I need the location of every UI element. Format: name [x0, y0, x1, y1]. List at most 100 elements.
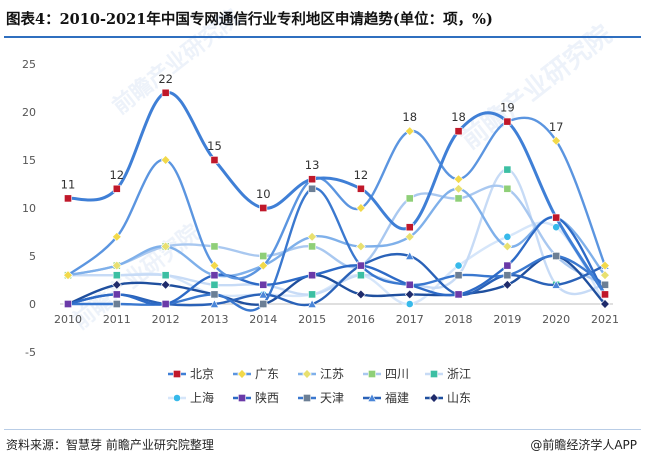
data-point: [308, 242, 316, 251]
x-tick-label: 2020: [542, 313, 570, 326]
data-point: [210, 156, 219, 164]
y-tick-label: 20: [22, 106, 36, 119]
y-tick-label: 5: [29, 250, 36, 263]
data-label: 12: [109, 168, 124, 182]
legend-label: 福建: [385, 390, 409, 405]
legend-label: 上海: [190, 390, 214, 405]
y-tick-label: 15: [22, 154, 36, 167]
legend-marker: [367, 393, 377, 402]
legend-marker: [238, 394, 246, 402]
data-point: [404, 126, 415, 137]
data-label: 18: [451, 110, 466, 124]
x-tick-label: 2012: [152, 313, 180, 326]
data-point: [503, 261, 512, 270]
data-point: [112, 271, 121, 280]
data-point: [259, 280, 268, 289]
data-point: [210, 271, 219, 280]
data-point: [454, 127, 463, 136]
data-point: [503, 271, 512, 280]
x-tick-label: 2011: [103, 313, 131, 326]
data-point: [600, 270, 610, 281]
data-point: [454, 261, 463, 270]
legend-marker: [173, 394, 181, 402]
data-point: [600, 299, 610, 309]
data-point: [308, 175, 316, 184]
data-point: [307, 299, 317, 308]
legend-marker: [303, 394, 311, 402]
x-tick-label: 2018: [445, 313, 473, 326]
data-label: 15: [207, 139, 222, 153]
y-tick-label: 25: [22, 58, 36, 71]
data-point: [258, 260, 269, 271]
data-point: [405, 251, 415, 260]
data-point: [551, 135, 562, 146]
data-point: [161, 300, 170, 308]
data-label: 18: [402, 110, 417, 124]
data-point: [308, 184, 316, 193]
svg-text:前瞻产业研究院: 前瞻产业研究院: [108, 4, 245, 119]
data-label: 10: [256, 187, 271, 201]
data-label: 11: [61, 177, 76, 191]
legend-marker: [173, 370, 181, 378]
data-point: [160, 155, 171, 165]
data-point: [357, 261, 365, 270]
data-label: 17: [549, 120, 564, 134]
y-tick-label: -5: [25, 346, 36, 359]
data-label: 13: [305, 158, 320, 172]
data-point: [404, 289, 415, 300]
data-point: [308, 290, 316, 299]
svg-text:前瞻产业研究院: 前瞻产业研究院: [68, 219, 205, 334]
legend-marker: [237, 369, 247, 379]
data-point: [259, 252, 268, 260]
y-axis: -5 0 5 10 15 20 25: [22, 58, 36, 359]
chart-title: 图表4：2010-2021年中国专网通信行业专利地区申请趋势(单位：项，%): [6, 11, 493, 28]
data-point: [308, 271, 316, 280]
data-point: [405, 194, 414, 203]
data-point: [160, 279, 171, 290]
legend-label: 四川: [385, 367, 409, 381]
data-point: [210, 242, 219, 251]
data-point: [405, 280, 414, 289]
data-point: [112, 184, 121, 193]
data-point: [111, 231, 122, 242]
data-point: [357, 184, 365, 193]
source-note: 资料来源：智慧芽 前瞻产业研究院整理: [6, 438, 214, 452]
data-point: [502, 279, 513, 290]
x-tick-label: 2016: [347, 313, 375, 326]
data-point: [357, 271, 365, 280]
legend-item-福建: 福建: [363, 390, 409, 405]
data-point: [259, 300, 268, 308]
y-tick-label: 0: [29, 298, 36, 311]
data-point: [503, 117, 512, 126]
data-point: [551, 280, 561, 289]
legend-item-陕西: 陕西: [233, 390, 279, 405]
data-point: [259, 204, 268, 212]
x-tick-label: 2017: [396, 313, 424, 326]
x-tick-label: 2014: [249, 313, 277, 326]
data-point: [356, 289, 366, 300]
legend-label: 北京: [190, 367, 214, 381]
data-point: [112, 290, 121, 299]
legend-item-上海: 上海: [168, 390, 214, 405]
data-point: [600, 260, 610, 271]
x-tick-label: 2013: [200, 313, 228, 326]
x-tick-label: 2015: [298, 313, 326, 326]
svg-text:前瞻产业研究院: 前瞻产业研究院: [455, 19, 618, 155]
data-point: [502, 241, 513, 252]
data-point: [405, 223, 414, 232]
legend-item-浙江: 浙江: [425, 367, 471, 381]
data-point: [307, 231, 317, 242]
data-point: [161, 88, 170, 97]
data-point: [111, 260, 122, 271]
series-北京: [64, 88, 609, 299]
data-point: [552, 213, 561, 222]
data-point: [503, 184, 512, 193]
legend-item-广东: 广东: [233, 367, 279, 381]
legend-item-天津: 天津: [298, 391, 344, 405]
legend-label: 广东: [255, 367, 279, 381]
legend-item-山东: 山东: [425, 391, 471, 405]
legend-marker: [302, 369, 312, 379]
data-point: [210, 290, 219, 299]
data-point: [209, 299, 220, 308]
